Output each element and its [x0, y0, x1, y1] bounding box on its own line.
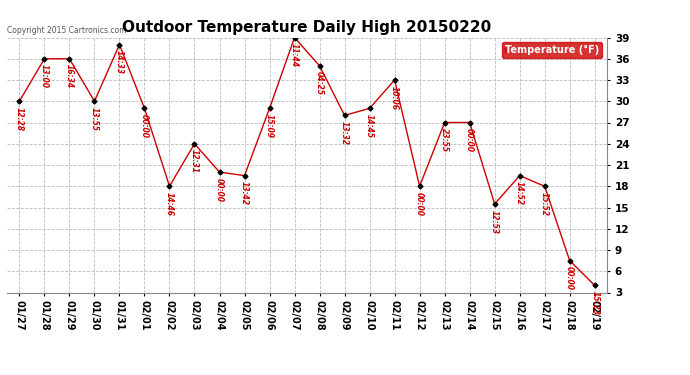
- Title: Outdoor Temperature Daily High 20150220: Outdoor Temperature Daily High 20150220: [122, 20, 492, 35]
- Text: 12:31: 12:31: [190, 149, 199, 173]
- Text: 23:55: 23:55: [440, 128, 449, 152]
- Text: 00:00: 00:00: [465, 128, 474, 152]
- Text: 14:33: 14:33: [115, 50, 124, 74]
- Text: 16:34: 16:34: [65, 64, 74, 88]
- Text: 12:53: 12:53: [490, 210, 499, 234]
- Text: 13:32: 13:32: [340, 121, 349, 145]
- Text: 15:52: 15:52: [540, 192, 549, 216]
- Text: 13:55: 13:55: [90, 107, 99, 131]
- Text: 00:00: 00:00: [415, 192, 424, 216]
- Text: 12:28: 12:28: [15, 107, 24, 131]
- Text: 13:42: 13:42: [240, 181, 249, 205]
- Text: 14:52: 14:52: [515, 181, 524, 205]
- Text: 14:46: 14:46: [165, 192, 174, 216]
- Text: 04:25: 04:25: [315, 71, 324, 95]
- Text: 15:09: 15:09: [265, 114, 274, 138]
- Text: 14:45: 14:45: [365, 114, 374, 138]
- Text: 00:00: 00:00: [215, 178, 224, 202]
- Text: 13:00: 13:00: [40, 64, 49, 88]
- Text: 11:44: 11:44: [290, 43, 299, 67]
- Legend: Temperature (°F): Temperature (°F): [502, 42, 602, 58]
- Text: 10:06: 10:06: [390, 86, 399, 109]
- Text: 00:00: 00:00: [565, 266, 574, 290]
- Text: Copyright 2015 Cartronics.com: Copyright 2015 Cartronics.com: [7, 26, 126, 35]
- Text: 00:00: 00:00: [140, 114, 149, 138]
- Text: 15:23: 15:23: [590, 291, 599, 315]
